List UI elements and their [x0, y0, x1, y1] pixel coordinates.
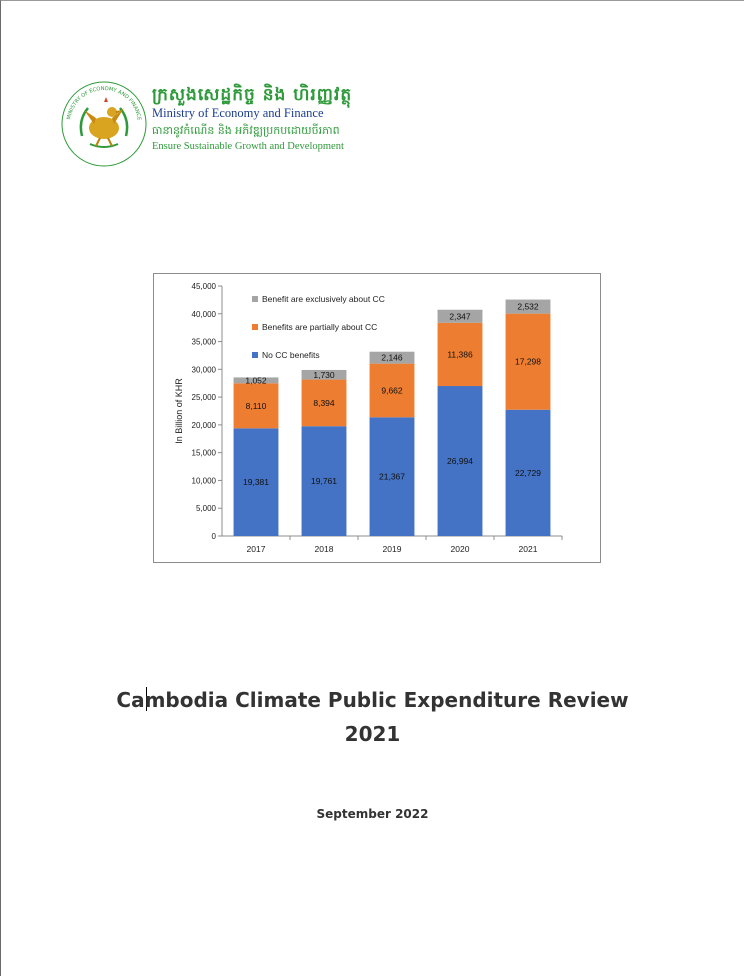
bar-segment [369, 417, 415, 536]
chart-svg: 0 5,000 10,000 15,000 20,000 25,000 30,000 35,0… [174, 282, 563, 554]
report-title-line-1: Cambodia Climate Public Expenditure Revi… [116, 688, 629, 712]
x-tick-label: 2018 [315, 544, 334, 554]
data-label: 19,761 [311, 476, 337, 486]
legend-label: Benefits are partially about CC [262, 322, 377, 332]
data-label: 17,298 [515, 357, 541, 367]
bar-segment [437, 386, 483, 536]
y-tick-label: 0 [212, 532, 217, 541]
bar-segment [301, 426, 347, 536]
data-label: 22,729 [515, 468, 541, 478]
bar-segment [301, 379, 347, 427]
bar-segment [233, 428, 279, 536]
text-cursor [146, 687, 147, 711]
y-tick-label: 20,000 [192, 421, 217, 430]
data-label: 1,052 [245, 375, 267, 385]
data-label: 2,532 [517, 302, 539, 312]
logo-ministry-name: Ministry of Economy and Finance [152, 106, 324, 120]
y-tick-label: 25,000 [192, 393, 217, 402]
ministry-logo: MINISTRY OF ECONOMY AND FINANCE ក្រសួងសេ… [60, 78, 370, 170]
bar-segment [369, 351, 415, 364]
report-date: September 2022 [316, 807, 429, 821]
y-tick-label: 30,000 [192, 365, 217, 374]
x-tick-label: 2017 [247, 544, 266, 554]
legend-swatch [252, 352, 258, 358]
data-label: 2,146 [381, 353, 403, 363]
data-label: 8,394 [313, 398, 335, 408]
y-tick-label: 40,000 [192, 310, 217, 319]
logo-khmer-tagline: ធានានូវកំណើន និង អភិវឌ្ឍប្រកបដោយចីរភាព [152, 124, 340, 137]
legend-label: No CC benefits [262, 350, 320, 360]
x-tick-label: 2019 [383, 544, 402, 554]
logo-khmer-title: ក្រសួងសេដ្ឋកិច្ច និង ហិរញ្ញវត្ថុ [152, 85, 353, 105]
report-title: Cambodia Climate Public Expenditure Revi… [0, 683, 745, 751]
legend-label: Benefit are exclusively about CC [262, 294, 385, 304]
data-label: 11,386 [447, 349, 473, 359]
bar-segment [505, 409, 551, 536]
data-label: 26,994 [447, 456, 473, 466]
ministry-emblem-icon: MINISTRY OF ECONOMY AND FINANCE [61, 81, 147, 167]
expenditure-chart: 0 5,000 10,000 15,000 20,000 25,000 30,000 35,0… [153, 273, 601, 563]
y-tick-label: 5,000 [196, 504, 217, 513]
bar-segment [369, 363, 415, 418]
bar-segment [505, 299, 551, 314]
y-tick-label: 35,000 [192, 338, 217, 347]
bar-segment [437, 322, 483, 387]
data-label: 19,381 [243, 477, 269, 487]
y-tick-label: 45,000 [192, 282, 217, 291]
bar-segment [233, 377, 279, 384]
report-title-line-2: 2021 [344, 722, 401, 746]
data-label: 1,730 [313, 370, 335, 380]
legend-swatch [252, 296, 258, 302]
y-tick-label: 10,000 [192, 476, 217, 485]
bar-segment [233, 383, 279, 429]
data-label: 21,367 [379, 472, 405, 482]
data-label: 9,662 [381, 385, 403, 395]
x-tick-label: 2020 [451, 544, 470, 554]
legend-swatch [252, 324, 258, 330]
x-tick-label: 2021 [519, 544, 538, 554]
data-label: 8,110 [246, 401, 267, 411]
y-axis-label: In Billion of KHR [174, 378, 184, 444]
y-tick-label: 15,000 [192, 449, 217, 458]
bar-segment [437, 309, 483, 323]
logo-tagline: Ensure Sustainable Growth and Developmen… [152, 141, 344, 152]
bar-segment [301, 369, 347, 380]
bar-segment [505, 313, 551, 410]
data-label: 2,347 [449, 311, 471, 321]
